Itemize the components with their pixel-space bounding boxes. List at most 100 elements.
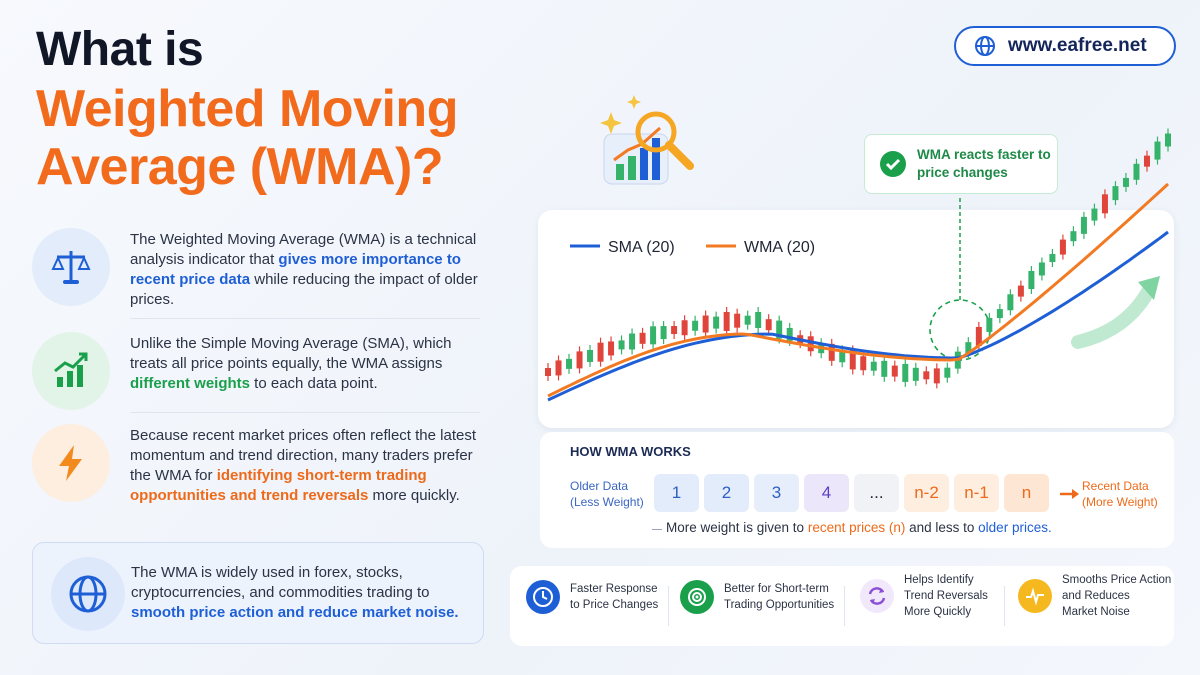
recent-data-label: Recent Data (More Weight) (1082, 478, 1158, 510)
globe-icon (975, 36, 995, 56)
feature-smooths-price: Smooths Price Action and Reduces Market No… (1018, 572, 1171, 620)
feature-3-line-1: Helps Identify (904, 574, 974, 586)
candle (671, 326, 678, 335)
title-line-1: What is (36, 23, 204, 76)
candle (639, 332, 646, 344)
point-2-text-end: to each data point. (250, 375, 378, 392)
candle (849, 350, 856, 370)
candle (807, 336, 814, 352)
feature-3-line-3: More Quickly (904, 606, 972, 618)
candle (587, 349, 594, 362)
candle (1049, 253, 1056, 262)
divider (668, 586, 669, 626)
point-4-highlight: smooth price action and reduce market no… (131, 604, 459, 621)
foot-mid: and less to (905, 520, 979, 535)
candle (744, 315, 751, 325)
candle (944, 367, 951, 378)
refresh-icon (860, 579, 894, 613)
weight-cell: ... (854, 474, 899, 512)
weight-cell: 3 (754, 474, 799, 512)
point-3: Because recent market prices often refle… (32, 424, 480, 506)
point-3-text-end: more quickly. (368, 487, 460, 504)
candle (545, 368, 551, 376)
candle (1059, 239, 1066, 255)
candle (713, 316, 720, 329)
older-label-line-2: (Less Weight) (570, 495, 644, 509)
feature-trend-reversals: Helps Identify Trend Reversals More Quickl… (860, 572, 988, 620)
point-4-text: The WMA is widely used in forex, stocks,… (131, 564, 430, 601)
candle (1017, 285, 1024, 297)
globe-icon (51, 557, 125, 631)
feature-4-line-1: Smooths Price Action (1062, 574, 1172, 586)
weight-cell: 2 (704, 474, 749, 512)
weight-cell: 1 (654, 474, 699, 512)
candle (681, 320, 688, 336)
candle (912, 367, 919, 381)
chart-card (538, 210, 1174, 428)
recent-label-line-1: Recent Data (1082, 479, 1149, 493)
candle (933, 368, 940, 384)
candle (576, 351, 583, 369)
candle (902, 363, 909, 382)
candle (629, 333, 636, 350)
point-1: The Weighted Moving Average (WMA) is a t… (32, 228, 480, 310)
foot-text: More weight is given to (666, 520, 808, 535)
target-icon (680, 580, 714, 614)
website-label: www.eafree.net (1008, 35, 1147, 56)
point-1-text-end: while reducing the impact of older price… (130, 271, 478, 308)
weight-footnote: More weight is given to recent prices (n… (666, 520, 1052, 535)
pulse-icon (1018, 579, 1052, 613)
candle (923, 371, 930, 380)
candle (660, 326, 667, 340)
candle (650, 326, 657, 345)
candle (996, 309, 1003, 319)
candle (986, 317, 993, 332)
candle (839, 350, 846, 363)
sma-line (547, 230, 1169, 402)
divider (130, 412, 480, 413)
candle (692, 320, 699, 331)
point-4-box: The WMA is widely used in forex, stocks,… (32, 542, 484, 644)
point-1-highlight: gives more importance to recent price da… (130, 251, 461, 288)
wma-callout: WMA reacts faster to price changes (864, 134, 1058, 194)
candle (828, 343, 835, 361)
website-link[interactable]: www.eafree.net (954, 26, 1176, 66)
foot-recent: recent prices (n) (807, 520, 906, 535)
feature-4-line-3: Market Noise (1062, 606, 1130, 618)
trend-arrow-icon (1071, 281, 1157, 349)
candle (1154, 141, 1161, 160)
candle (1091, 208, 1098, 221)
feature-1-line-1: Faster Response (570, 583, 658, 595)
feature-1-line-2: to Price Changes (570, 599, 659, 611)
candle (1133, 163, 1140, 180)
price-chart: SMA (20) WMA (20) (545, 128, 1171, 402)
candle (1070, 231, 1077, 242)
candle (891, 365, 898, 377)
wma-line (547, 182, 1170, 398)
title-line-3: Average (WMA)? (36, 138, 444, 196)
clock-icon (526, 580, 560, 614)
candle (1028, 271, 1035, 290)
candle (1122, 177, 1129, 187)
candle (786, 327, 793, 341)
candle (702, 315, 709, 333)
candle (1007, 294, 1014, 311)
candle (1143, 155, 1150, 167)
candle (1112, 186, 1119, 201)
feature-2-line-2: Trading Opportunities (724, 599, 835, 611)
legend-wma: WMA (20) (744, 239, 815, 256)
lightning-icon (32, 424, 110, 502)
point-2-text: Unlike the Simple Moving Average (SMA), … (130, 335, 452, 372)
candle (723, 311, 730, 331)
legend-sma: SMA (20) (608, 239, 675, 256)
point-3-text: Because recent market prices often refle… (130, 427, 477, 484)
candle (555, 360, 562, 376)
scale-icon (32, 228, 110, 306)
weight-cell: n (1004, 474, 1049, 512)
foot-older: older prices. (978, 520, 1052, 535)
callout-text: WMA reacts faster to price changes (917, 147, 1051, 180)
candle (597, 342, 604, 362)
feature-faster-response: Faster Response to Price Changes (526, 580, 658, 614)
candle (765, 319, 772, 331)
weight-cell: n-2 (904, 474, 949, 512)
